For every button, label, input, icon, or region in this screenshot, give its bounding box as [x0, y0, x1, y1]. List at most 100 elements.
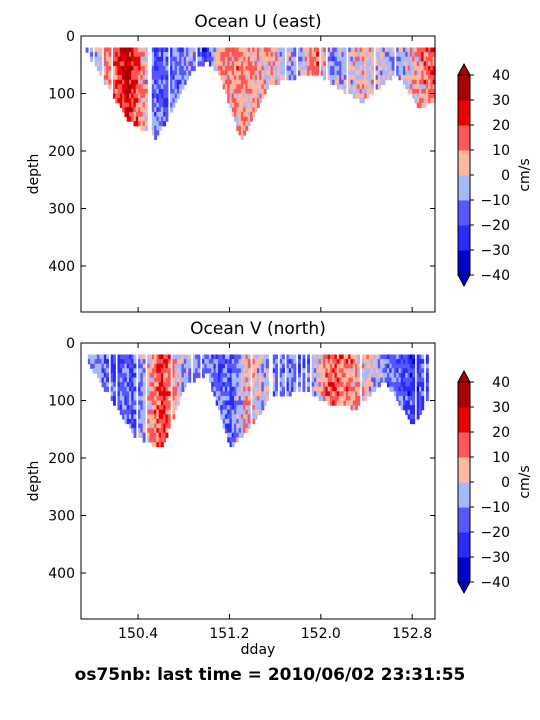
velocity-cell [195, 359, 199, 365]
velocity-cell [247, 121, 251, 127]
velocity-cell [113, 354, 116, 360]
velocity-cell [158, 386, 162, 392]
velocity-cell [160, 441, 164, 448]
velocity-cell [318, 359, 322, 365]
velocity-cell [227, 391, 231, 397]
velocity-cell [234, 391, 237, 397]
velocity-cell [416, 52, 420, 58]
velocity-cell [243, 391, 247, 397]
velocity-cell [336, 386, 340, 392]
velocity-cell [425, 61, 429, 67]
velocity-cell [135, 102, 139, 108]
velocity-cell [254, 88, 258, 95]
velocity-cell [311, 47, 315, 53]
velocity-cell [122, 93, 125, 99]
velocity-cell [366, 79, 370, 85]
velocity-cell [393, 368, 397, 374]
velocity-cell [403, 391, 406, 397]
velocity-cell [117, 354, 121, 360]
velocity-cell [320, 354, 324, 360]
velocity-cell [275, 359, 278, 365]
velocity-cell [314, 372, 317, 379]
velocity-cell [254, 354, 258, 360]
velocity-cell [213, 368, 217, 374]
velocity-cell [106, 65, 109, 72]
velocity-cell [165, 377, 169, 383]
velocity-cell [224, 70, 228, 76]
velocity-cell [106, 70, 109, 76]
velocity-cell [160, 65, 164, 72]
velocity-cell [252, 102, 256, 108]
velocity-cell [170, 47, 173, 53]
velocity-cell [275, 52, 278, 58]
velocity-cell [176, 363, 180, 369]
velocity-cell [179, 84, 183, 90]
velocity-cell [318, 363, 322, 369]
velocity-cell [247, 107, 251, 113]
velocity-cell [314, 382, 317, 388]
velocity-cell [259, 395, 262, 402]
velocity-cell [320, 386, 324, 392]
velocity-cell [131, 395, 135, 402]
velocity-cell [135, 70, 139, 76]
velocity-cell [156, 70, 160, 76]
velocity-cell [266, 84, 269, 90]
velocity-cell [432, 65, 436, 72]
velocity-cell [181, 368, 185, 374]
velocity-cell [254, 98, 258, 104]
velocity-cell [323, 75, 326, 81]
velocity-cell [211, 354, 215, 360]
velocity-cell [254, 409, 258, 415]
velocity-cell [398, 400, 402, 406]
velocity-cell [318, 354, 322, 360]
velocity-cell [352, 395, 356, 402]
velocity-cell [188, 56, 192, 62]
velocity-cell [314, 368, 317, 374]
velocity-cell [352, 354, 356, 360]
velocity-cell [279, 359, 283, 365]
velocity-cell [140, 400, 144, 406]
velocity-cell [163, 121, 167, 127]
colorbar-tick-label: 40 [492, 375, 510, 391]
velocity-cell [186, 372, 189, 379]
velocity-cell [240, 98, 244, 104]
velocity-cell [300, 56, 304, 62]
velocity-cell [243, 52, 247, 58]
velocity-cell [124, 79, 128, 85]
velocity-cell [298, 354, 301, 360]
velocity-cell [391, 354, 395, 360]
velocity-cell [412, 65, 416, 72]
velocity-cell [371, 372, 374, 379]
velocity-cell [156, 418, 160, 425]
velocity-cell [163, 395, 167, 402]
velocity-cell [371, 377, 374, 383]
velocity-cell [131, 391, 135, 397]
velocity-cell [275, 368, 278, 374]
velocity-cell [224, 88, 228, 95]
velocity-cell [293, 75, 297, 81]
velocity-cell [119, 377, 123, 383]
velocity-cell [382, 47, 386, 53]
velocity-cell [245, 418, 249, 425]
velocity-cell [311, 359, 315, 365]
velocity-cell [186, 354, 189, 360]
velocity-cell [288, 52, 292, 58]
velocity-cell [368, 61, 372, 67]
velocity-cell [320, 61, 324, 67]
velocity-cell [282, 47, 285, 53]
velocity-cell [154, 102, 157, 108]
velocity-cell [421, 98, 425, 104]
velocity-cell [377, 382, 381, 388]
velocity-cell [142, 368, 146, 374]
velocity-cell [231, 432, 235, 438]
velocity-cell [425, 372, 429, 379]
velocity-cell [170, 93, 173, 99]
velocity-cell [236, 372, 240, 379]
velocity-cell [261, 363, 265, 369]
velocity-cell [302, 382, 306, 388]
velocity-cell [160, 395, 164, 402]
velocity-cell [133, 359, 137, 365]
velocity-cell [261, 56, 265, 62]
x-tick-label: 152.0 [301, 626, 341, 642]
velocity-cell [425, 65, 429, 72]
